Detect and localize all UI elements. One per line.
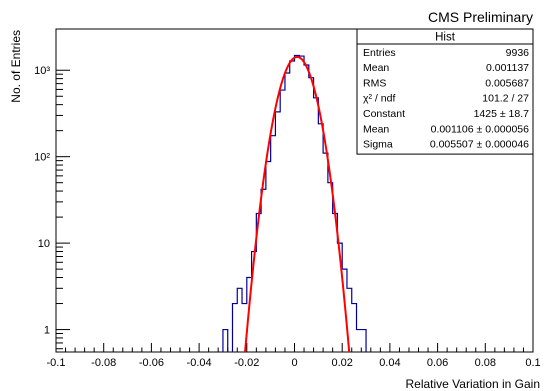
y-tick-label: 10² [34, 152, 50, 164]
stats-box-frame [356, 28, 534, 155]
x-tick-label: -0.1 [47, 357, 66, 369]
stats-box: Hist Entries 9936 Mean 0.001137 RMS 0.005687 χ²… [356, 28, 534, 155]
stats-row-value: 101.2 / 27 [482, 93, 529, 105]
stats-row-value: 9936 [506, 47, 530, 59]
y-axis-title: No. of Entries [9, 30, 23, 103]
x-tick-label: 0.1 [525, 357, 540, 369]
stats-row-label: RMS [363, 77, 386, 89]
x-tick-label: 0.04 [379, 357, 400, 369]
x-tick-label: 0.06 [427, 357, 448, 369]
stats-row-value: 1425 ± 18.7 [474, 108, 530, 120]
x-tick-label: -0.04 [187, 357, 212, 369]
stats-row-label: Entries [363, 47, 396, 59]
x-tick-label: -0.08 [91, 357, 116, 369]
stats-row-value: 0.001137 [486, 62, 529, 74]
x-tick-label: 0.08 [475, 357, 496, 369]
stats-row-value: 0.005687 [485, 77, 529, 89]
stats-box-title: Hist [435, 32, 456, 44]
gaussian-fit-curve [243, 55, 351, 352]
y-tick-label: 1 [44, 325, 50, 337]
x-tick-label: -0.02 [234, 357, 259, 369]
histogram-series [222, 54, 367, 352]
x-axis-title: Relative Variation in Gain [405, 377, 540, 391]
stats-row-label: Mean [363, 123, 389, 135]
stats-row-label: χ² / ndf [363, 93, 395, 105]
y-tick-label: 10³ [34, 65, 50, 77]
cms-preliminary-header: CMS Preliminary [428, 9, 533, 25]
x-tick-label: 0 [291, 357, 297, 369]
stats-row-value: 0.001106 ± 0.000056 [431, 123, 530, 135]
plot-area: -0.1 -0.08 -0.06 -0.04 -0.02 0 0.02 0.04 0.06 0.0… [34, 28, 541, 369]
x-tick-label: -0.06 [139, 357, 164, 369]
stats-row-label: Mean [363, 62, 389, 74]
stats-row-label: Sigma [363, 139, 393, 151]
y-tick-label: 10 [38, 238, 50, 250]
x-tick-label: 0.02 [331, 357, 352, 369]
stats-row-label: Constant [363, 108, 405, 120]
stats-row-value: 0.005507 ± 0.000046 [430, 139, 529, 151]
